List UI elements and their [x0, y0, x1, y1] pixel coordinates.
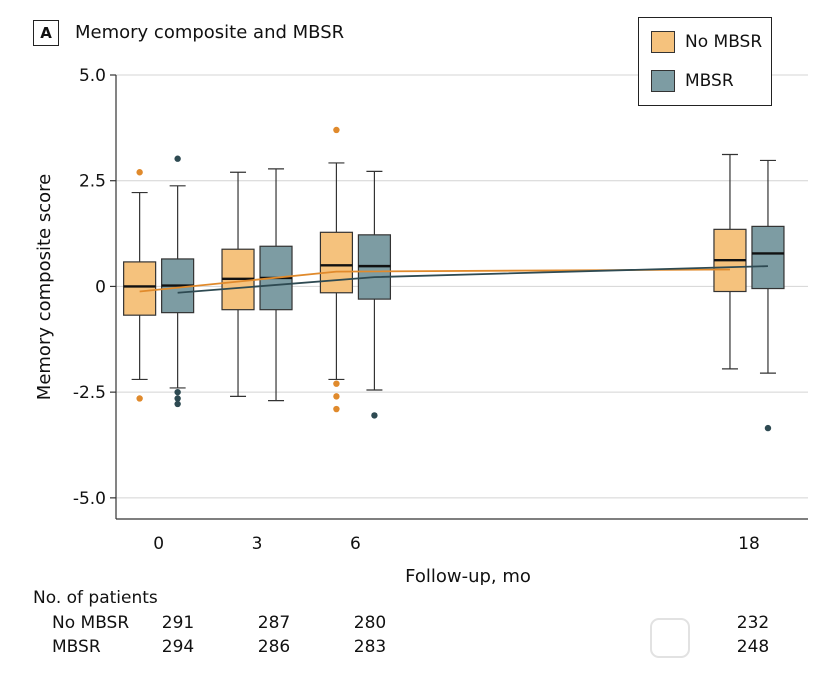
- legend-label-no-mbsr: No MBSR: [685, 32, 763, 52]
- patients-count: 232: [736, 613, 770, 633]
- y-tick-label: 2.5: [79, 172, 106, 192]
- legend-item-mbsr: MBSR: [651, 70, 734, 92]
- x-tick-label: 3: [252, 534, 263, 554]
- outlier-point: [174, 155, 181, 162]
- outlier-point: [174, 400, 181, 408]
- patients-title: No. of patients: [33, 588, 158, 608]
- outlier-point: [333, 380, 340, 387]
- outlier-point: [333, 393, 340, 400]
- patients-table: No. of patients No MBSR 291 287 280 232 …: [0, 585, 826, 684]
- watermark-logo-icon: [650, 618, 690, 658]
- patients-count: 291: [161, 613, 195, 633]
- x-tick-label: 18: [738, 534, 760, 554]
- patients-count: 280: [353, 613, 387, 633]
- outlier-point: [764, 424, 772, 432]
- x-axis-title: Follow-up, mo: [405, 566, 531, 585]
- legend-swatch-mbsr: [651, 70, 675, 92]
- y-tick-label: -2.5: [73, 383, 106, 403]
- legend: No MBSR MBSR: [638, 17, 772, 106]
- patients-row-label-mbsr: MBSR: [52, 637, 101, 657]
- outlier-point: [174, 395, 181, 402]
- boxplot-chart: 5.0 2.5 0 -2.5 -5.0 0 3 6 18 Follow-up, mo Memory …: [34, 66, 808, 585]
- legend-item-no-mbsr: No MBSR: [651, 31, 762, 53]
- patients-count: 283: [353, 637, 387, 657]
- outlier-point: [136, 395, 143, 402]
- watermark: [650, 612, 800, 664]
- patients-count: 248: [736, 637, 770, 657]
- patients-count: 294: [161, 637, 195, 657]
- outlier-point: [333, 126, 340, 134]
- patients-count: 286: [257, 637, 291, 657]
- chart-title: Memory composite and MBSR: [75, 22, 345, 43]
- outlier-point: [333, 405, 340, 413]
- legend-swatch-no-mbsr: [651, 31, 675, 53]
- outlier-point: [174, 388, 181, 396]
- outlier-point: [136, 169, 143, 176]
- trend-line-mbsr: [177, 265, 768, 294]
- patients-row-label-no-mbsr: No MBSR: [52, 613, 130, 633]
- y-tick-label: -5.0: [73, 489, 106, 509]
- box-mbsr: [751, 225, 785, 290]
- patients-count: 287: [257, 613, 291, 633]
- box-no-mbsr: [123, 261, 157, 316]
- y-tick-label: 0: [95, 277, 106, 297]
- y-tick-label: 5.0: [79, 66, 106, 86]
- outlier-point: [371, 412, 378, 419]
- legend-label-mbsr: MBSR: [685, 71, 734, 91]
- panel-label-badge: A: [33, 20, 59, 46]
- y-axis-title: Memory composite score: [34, 174, 55, 400]
- x-tick-label: 6: [350, 534, 361, 554]
- x-tick-label: 0: [153, 534, 164, 554]
- box-no-mbsr: [319, 231, 354, 294]
